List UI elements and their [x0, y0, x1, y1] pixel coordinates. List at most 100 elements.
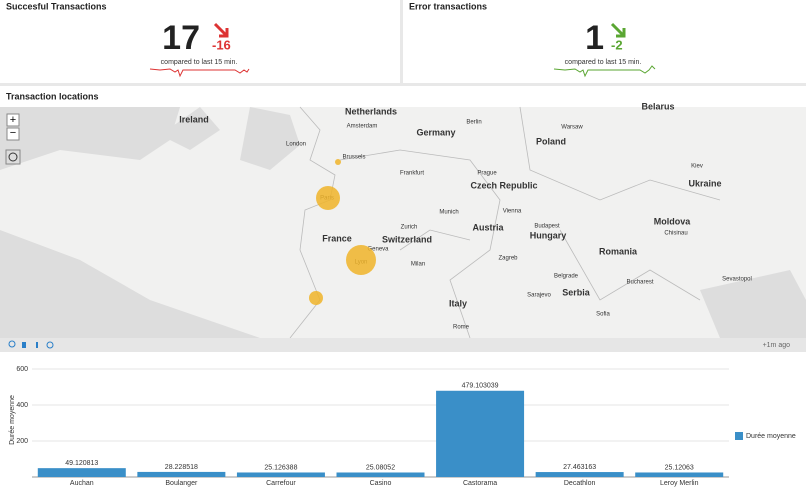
bubble — [316, 186, 340, 210]
x-tick-label: Castorama — [463, 480, 497, 487]
country-label: Austria — [472, 222, 504, 232]
bubble — [309, 291, 323, 305]
sea — [0, 107, 806, 338]
country-label: Belarus — [641, 101, 674, 111]
x-tick-label: Auchan — [70, 480, 94, 487]
city-label: Berlin — [466, 120, 481, 126]
panel — [403, 0, 806, 83]
legend-label: Durée moyenne — [746, 433, 796, 440]
country-label: Germany — [416, 127, 455, 137]
bar — [137, 471, 226, 477]
city-label: Zurich — [401, 225, 418, 231]
bar — [535, 472, 624, 477]
country-label: Italy — [449, 298, 467, 308]
city-label: Vienna — [503, 209, 522, 215]
bar — [236, 472, 325, 477]
zoom-out[interactable] — [6, 127, 20, 141]
panel-title: Error transactions — [409, 1, 487, 11]
zoom-out-icon: − — [10, 127, 16, 139]
city-label: Warsaw — [561, 125, 583, 131]
city-label: Prague — [477, 171, 497, 177]
data-label: 49.120813 — [65, 460, 98, 467]
x-tick-label: Decathlon — [564, 480, 596, 487]
caption: compared to last 15 min. — [161, 59, 238, 66]
legend-swatch — [735, 432, 743, 440]
city-label: Budapest — [534, 224, 560, 230]
city-label: Rome — [453, 325, 470, 331]
info-icon[interactable] — [36, 342, 38, 348]
x-tick-label: Casino — [370, 480, 392, 487]
city-label: Munich — [439, 210, 458, 216]
y-axis-label: Durée moyenne — [9, 395, 16, 445]
bar — [37, 468, 126, 477]
bubble — [346, 245, 376, 275]
zoom-controls[interactable]: + − — [5, 113, 21, 165]
city-label: Chisinau — [664, 231, 687, 237]
country-label: Hungary — [530, 230, 567, 240]
sparkline — [149, 68, 250, 78]
x-tick-label: Leroy Merlin — [660, 480, 699, 487]
locate-icon — [8, 152, 18, 162]
data-label: 27.463163 — [563, 464, 596, 471]
country-label: Ireland — [179, 114, 209, 124]
bar — [336, 472, 425, 477]
country-label: Ukraine — [688, 178, 721, 188]
country-label: Poland — [536, 136, 566, 146]
country-label: Switzerland — [382, 234, 432, 244]
city-label: Kiev — [691, 164, 703, 170]
panel-title: Transaction locations — [6, 91, 99, 101]
country-label: Czech Republic — [470, 180, 537, 190]
city-label: Geneva — [367, 247, 389, 253]
country-label: Netherlands — [345, 106, 397, 116]
x-tick-label: Carrefour — [266, 480, 296, 487]
panel — [0, 0, 400, 83]
refresh-icon[interactable] — [46, 341, 54, 349]
bar — [635, 472, 724, 477]
caption: compared to last 15 min. — [565, 59, 642, 66]
country-label: Romania — [599, 246, 638, 256]
city-label: Sevastopol — [722, 277, 752, 283]
city-label: Frankfurt — [400, 171, 424, 177]
panel-title: Succesful Transactions — [6, 1, 107, 11]
data-label: 25.08052 — [366, 464, 395, 471]
data-label: 479.103039 — [462, 383, 499, 390]
updated: +1m ago — [763, 342, 791, 349]
search-icon[interactable] — [8, 340, 16, 348]
tool-icons[interactable] — [8, 340, 54, 349]
city-label: Amsterdam — [347, 124, 378, 130]
metric-value: 1 — [585, 19, 604, 57]
zoom-in[interactable] — [6, 113, 20, 127]
download-icon[interactable] — [22, 342, 26, 348]
data-label: 25.12063 — [665, 464, 694, 471]
y-tick-label: 400 — [16, 402, 28, 409]
zoom-in-icon: + — [10, 114, 16, 126]
bubble — [335, 159, 341, 165]
country-label: Serbia — [562, 287, 591, 297]
city-label: Bucharest — [626, 280, 653, 286]
city-label: Milan — [411, 262, 425, 268]
bar — [436, 390, 525, 477]
y-tick-label: 200 — [16, 438, 28, 445]
down-arrow — [610, 22, 626, 38]
city-label: Belgrade — [554, 274, 579, 280]
city-label: Brussels — [342, 155, 365, 161]
data-label: 28.228518 — [165, 464, 198, 471]
sparkline — [553, 65, 656, 78]
country-label: France — [322, 233, 352, 243]
data-label: 25.126388 — [264, 464, 297, 471]
city-label: Zagreb — [498, 256, 518, 262]
city-label: London — [286, 142, 306, 148]
metric-delta: -2 — [611, 37, 623, 52]
down-arrow — [213, 22, 229, 38]
x-tick-label: Boulanger — [165, 480, 198, 487]
country-label: Moldova — [654, 216, 691, 226]
city-label: Sarajevo — [527, 293, 551, 299]
toolbar — [0, 338, 806, 352]
locate[interactable] — [5, 149, 21, 165]
metric-delta: -16 — [212, 37, 231, 52]
city-label: Sofia — [596, 312, 610, 318]
metric-value: 17 — [162, 19, 200, 57]
y-tick-label: 600 — [16, 366, 28, 373]
